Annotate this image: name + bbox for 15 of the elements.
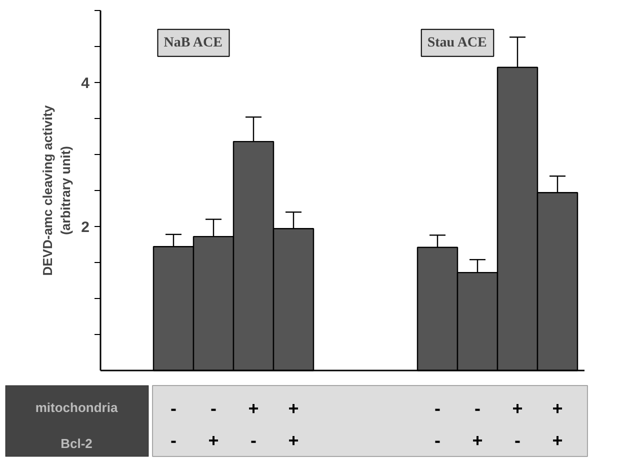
y-tick-label: 2 <box>81 219 90 236</box>
y-axis-title: DEVD-amc cleaving activity (arbitrary unit) <box>40 104 74 276</box>
annotation: Stau ACE <box>427 35 487 50</box>
x-tick-label: - + <box>472 398 483 450</box>
x-tick-label: + + <box>552 398 563 450</box>
y-tick-label: 4 <box>81 75 90 92</box>
annotation: NaB ACE <box>164 35 222 50</box>
x-tick-label: - - <box>434 398 441 450</box>
text: Bcl-2 <box>60 436 92 451</box>
x-tick-label: + - <box>248 398 259 450</box>
x-tick-label: - + <box>208 398 219 450</box>
text: mitochondria <box>35 400 118 415</box>
x-tick-label: - - <box>170 398 177 450</box>
x-tick-label: + + <box>288 398 299 450</box>
x-tick-label: + - <box>512 398 523 450</box>
